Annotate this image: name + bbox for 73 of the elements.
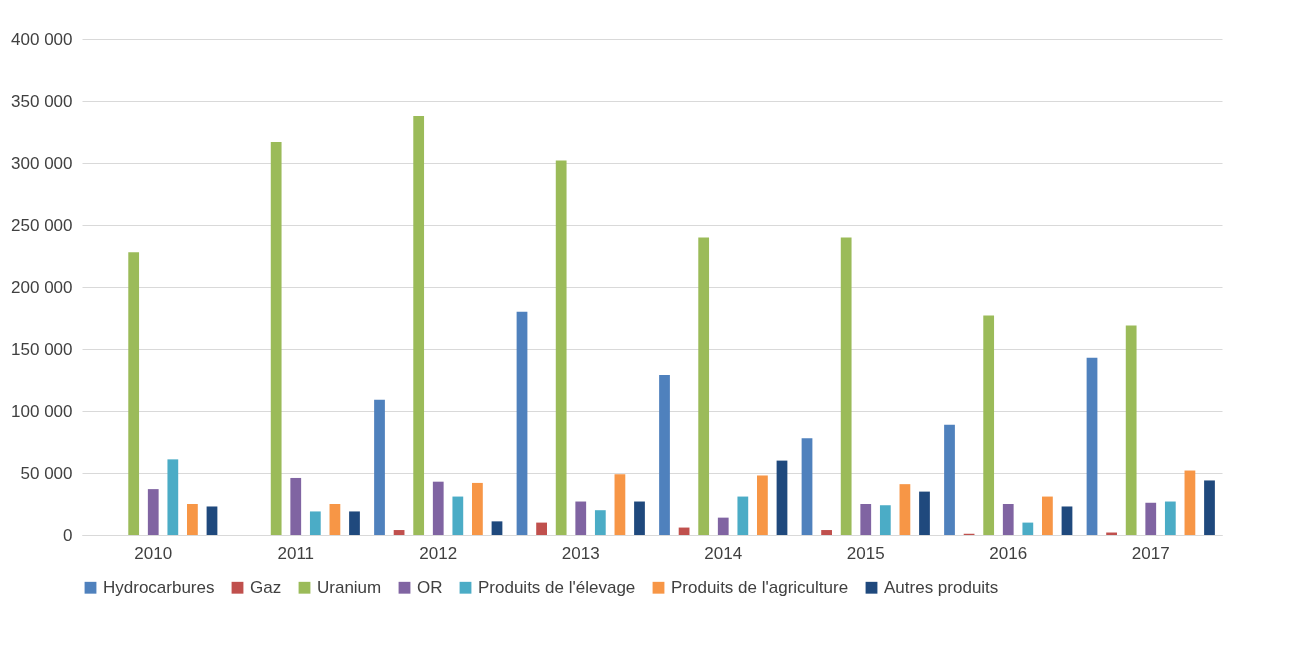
bar <box>659 375 670 535</box>
legend-label: Uranium <box>317 577 382 597</box>
bar <box>349 511 360 535</box>
y-tick-label: 150 000 <box>11 339 73 359</box>
bar <box>1022 522 1034 535</box>
bar <box>1184 470 1196 535</box>
legend-label: Produits de l'agriculture <box>671 577 849 597</box>
bar <box>206 506 218 535</box>
x-tick-label: 2013 <box>561 543 600 563</box>
bar <box>1042 496 1053 535</box>
x-tick-label: 2014 <box>704 543 743 563</box>
bar <box>1125 325 1137 535</box>
bar <box>290 477 302 535</box>
bar <box>575 501 587 535</box>
x-tick-label: 2011 <box>277 543 315 563</box>
bar <box>698 237 710 535</box>
bar <box>840 237 852 535</box>
bar <box>821 530 832 535</box>
y-tick-label: 200 000 <box>11 277 73 297</box>
bar <box>516 311 528 535</box>
bar <box>899 484 911 535</box>
bar <box>944 424 955 535</box>
bar <box>860 504 872 535</box>
bar <box>757 475 768 535</box>
bar <box>1204 480 1215 535</box>
bar <box>309 511 321 535</box>
legend-label: Autres produits <box>884 577 999 597</box>
bar <box>167 459 179 535</box>
bar <box>128 252 140 535</box>
bar <box>270 141 282 535</box>
bar <box>491 521 503 535</box>
y-tick-label: 300 000 <box>11 153 73 173</box>
bar <box>432 481 444 535</box>
bar <box>1086 357 1098 535</box>
bar <box>983 315 995 535</box>
bar <box>1145 502 1157 535</box>
bar <box>555 160 567 535</box>
x-tick-label: 2010 <box>134 543 173 563</box>
bar <box>329 504 341 535</box>
bar <box>187 504 198 535</box>
bar <box>452 496 464 535</box>
bar <box>536 522 547 535</box>
bar <box>374 399 385 535</box>
y-tick-label: 350 000 <box>11 91 73 111</box>
x-tick-label: 2015 <box>846 543 885 563</box>
y-tick-label: 50 000 <box>20 463 73 483</box>
x-tick-label: 2017 <box>1131 543 1170 563</box>
bar <box>801 438 813 535</box>
bar <box>634 501 645 535</box>
y-tick-label: 250 000 <box>11 215 73 235</box>
bar <box>737 496 749 535</box>
bar <box>717 517 729 535</box>
legend-label: Gaz <box>250 577 282 597</box>
bar <box>472 482 483 535</box>
legend-label: Produits de l'élevage <box>478 577 636 597</box>
bar <box>879 505 891 535</box>
legend-label: Hydrocarbures <box>103 577 215 597</box>
y-tick-label: 0 <box>63 525 73 545</box>
x-tick-label: 2012 <box>419 543 458 563</box>
bar <box>1164 501 1176 535</box>
bar <box>776 460 788 535</box>
bar <box>147 489 159 535</box>
y-tick-label: 100 000 <box>11 401 73 421</box>
bar <box>919 491 930 535</box>
bar <box>1002 504 1014 535</box>
bar <box>594 510 606 535</box>
bar <box>614 474 626 535</box>
legend-label: OR <box>417 577 443 597</box>
x-tick-label: 2016 <box>989 543 1028 563</box>
bar <box>393 530 405 535</box>
y-tick-label: 400 000 <box>11 29 73 49</box>
bar <box>413 115 425 535</box>
bar <box>1061 506 1073 535</box>
